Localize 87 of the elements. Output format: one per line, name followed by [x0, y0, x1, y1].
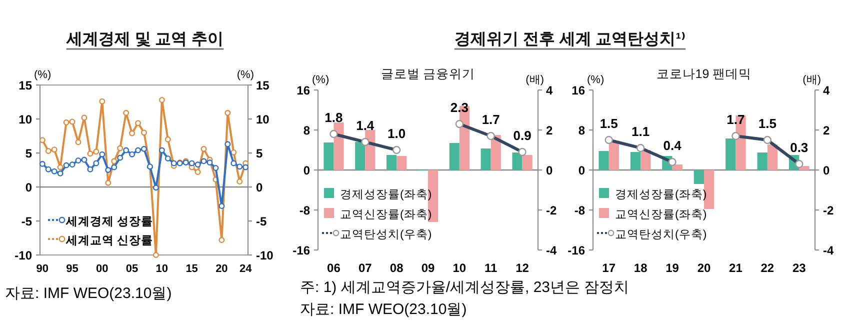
- y-axis-title: (%): [312, 74, 330, 86]
- legend-label: 교역신장률(좌축): [615, 208, 707, 221]
- x-tick-label: 17: [602, 261, 616, 275]
- data-label: 1.5: [758, 116, 776, 131]
- y-tick-label: -10: [14, 248, 32, 262]
- legend-label: 교역탄성치(우축): [615, 228, 707, 241]
- x-tick-label: 07: [358, 261, 372, 275]
- legend-label: 경제성장률(좌축): [340, 188, 432, 201]
- y2-tick-label: -10: [256, 248, 274, 262]
- y2-tick-label: 4: [823, 84, 830, 98]
- y-tick-label: 8: [578, 124, 586, 138]
- y2-tick-label: 15: [256, 78, 270, 92]
- y2-tick-label: 4: [546, 84, 553, 98]
- y2-axis-title: (배): [802, 74, 821, 86]
- x-tick-label: 06: [327, 261, 341, 275]
- y-tick-label: 15: [18, 78, 32, 92]
- data-label: 1.5: [600, 116, 618, 131]
- y2-tick-label: 2: [546, 124, 553, 138]
- y2-tick-label: 0: [823, 164, 830, 178]
- x-tick-label: 18: [634, 261, 648, 275]
- text: 경제위기 전후 세계 교역탄성치¹⁾: [454, 31, 686, 48]
- x-tick-label: 21: [729, 261, 743, 275]
- x-tick-label: 22: [760, 261, 774, 275]
- y2-tick-label: 0: [256, 180, 263, 194]
- x-tick-label: 08: [390, 261, 404, 275]
- y2-tick-label: -5: [256, 214, 267, 228]
- x-tick-label: 00: [96, 263, 108, 275]
- data-label: 0.9: [513, 128, 532, 143]
- y-tick-label: 8: [303, 124, 310, 138]
- y2-tick-label: 10: [256, 112, 270, 126]
- x-tick-label: 20: [697, 261, 711, 275]
- y2-tick-label: 5: [256, 146, 263, 160]
- y-tick-label: 10: [18, 112, 32, 126]
- y-axis-title: (%): [587, 74, 604, 86]
- y2-tick-label: -4: [546, 244, 557, 258]
- data-label: 1.0: [388, 126, 406, 141]
- data-label: 1.8: [324, 110, 343, 125]
- x-tick-label: 10: [452, 261, 466, 275]
- y-tick-label: -16: [568, 244, 586, 258]
- x-tick-label: 95: [66, 263, 78, 275]
- legend-label: 교역신장률(좌축): [340, 208, 432, 221]
- chart-title: 세계경제 및 교역 추이: [65, 31, 224, 48]
- data-label: 1.4: [356, 118, 375, 133]
- y-axis-title: (%): [34, 69, 52, 81]
- y-tick-label: 5: [25, 146, 32, 160]
- y-tick-label: 0: [25, 180, 32, 194]
- y2-axis-title: (%): [236, 69, 254, 81]
- chart-subtitle: 글로벌 금융위기: [380, 67, 476, 81]
- y-tick-label: -5: [21, 214, 32, 228]
- legend-label: 교역탄성치(우축): [340, 228, 432, 241]
- data-label: 0.3: [790, 140, 808, 155]
- x-tick-label: 24: [239, 263, 253, 275]
- y-tick-label: -16: [292, 244, 310, 258]
- text: 자료: IMF WEO(23.10월): [5, 285, 172, 302]
- legend-label: 세계교역 신장률: [65, 234, 154, 247]
- data-label: 1.7: [482, 112, 500, 127]
- legend-label: 경제성장률(좌축): [615, 188, 707, 201]
- y-tick-label: -8: [299, 204, 310, 218]
- x-tick-label: 15: [186, 263, 198, 275]
- x-tick-label: 09: [421, 261, 435, 275]
- x-tick-label: 90: [36, 263, 49, 275]
- y-tick-label: -8: [574, 204, 586, 218]
- x-tick-label: 19: [666, 261, 680, 275]
- y2-tick-label: 2: [823, 124, 830, 138]
- y2-tick-label: -2: [823, 204, 834, 218]
- x-tick-label: 20: [216, 263, 228, 275]
- x-tick-label: 05: [126, 263, 138, 275]
- text: 주: 1) 세계교역증가율/세계성장률, 23년은 잠정치: [300, 279, 630, 296]
- y-tick-label: 16: [296, 84, 310, 98]
- x-tick-label: 11: [484, 261, 498, 275]
- y2-tick-label: -2: [546, 204, 557, 218]
- y-tick-label: 16: [572, 84, 586, 98]
- data-label: 2.3: [450, 100, 468, 115]
- x-tick-label: 12: [516, 261, 530, 275]
- x-tick-label: 10: [156, 263, 168, 275]
- y-tick-label: 0: [303, 164, 310, 178]
- data-label: 0.4: [663, 138, 682, 153]
- chart-subtitle: 코로나19 팬데믹: [656, 67, 752, 81]
- data-label: 1.7: [726, 112, 745, 127]
- y2-tick-label: 0: [546, 164, 553, 178]
- legend-label: 세계경제 성장률: [65, 215, 154, 228]
- y-tick-label: 0: [578, 164, 586, 178]
- data-label: 1.1: [632, 124, 650, 139]
- y2-axis-title: (배): [526, 74, 544, 86]
- y2-tick-label: -4: [823, 244, 834, 258]
- x-tick-label: 23: [792, 261, 806, 275]
- text: 자료: IMF WEO(23.10월): [300, 301, 467, 318]
